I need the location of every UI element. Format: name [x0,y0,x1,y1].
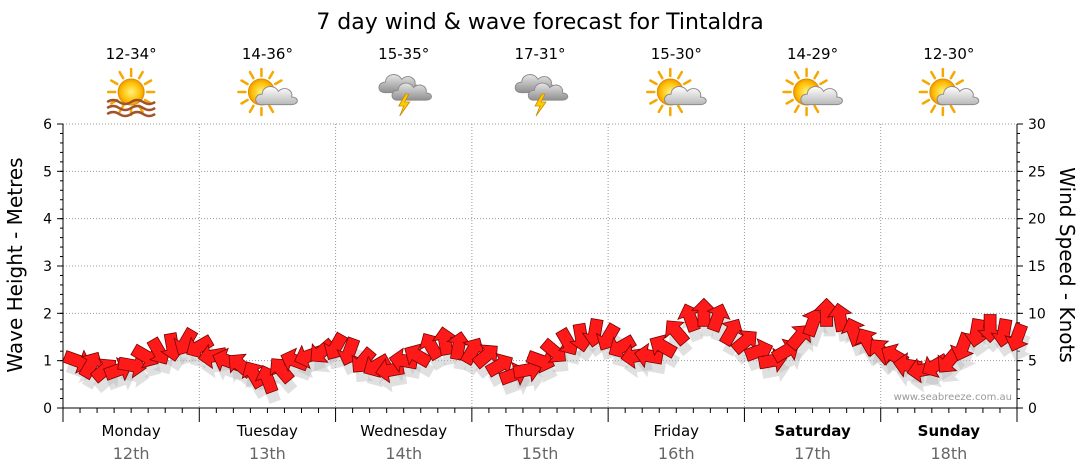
day-temperature: 15-35° [378,45,429,63]
day-date-label: 18th [930,444,967,463]
wind-arrow [130,343,159,369]
day-date-label: 16th [658,444,695,463]
left-tick-label: 0 [43,401,52,417]
wind-arrow [665,320,691,347]
wind-arrow [608,334,637,359]
right-axis-title: Wind Speed - Knots [1055,167,1079,363]
day-temperature: 14-29° [787,45,838,63]
wind-arrow [269,358,295,385]
wind-arrow [539,337,566,363]
wind-arrow [525,349,555,374]
day-name-label: Tuesday [236,422,298,440]
day-temperature: 14-36° [242,45,293,63]
sun-haze-icon [106,67,156,118]
left-tick-label: 2 [43,306,52,322]
day-date-label: 14th [385,444,422,463]
storm-cloud-icon [514,74,569,117]
wind-arrow [730,330,757,356]
wind-arrow [484,352,513,378]
wind-arrow [813,297,840,327]
wind-arrow [949,331,975,362]
left-tick-label: 5 [43,164,52,180]
day-name-label: Sunday [918,422,981,440]
right-tick-label: 0 [1028,401,1037,417]
left-axis: 0 1 2 3 4 5 6 [43,117,64,417]
right-axis: 0 5 10 15 20 25 30 [1016,117,1046,417]
weather-icon-row [106,67,980,118]
day-temperature: 17-31° [514,45,565,63]
day-date-label: 12th [113,444,150,463]
sun-cloud-icon [646,67,707,117]
left-tick-label: 1 [43,354,52,370]
temperature-row: 12-34° 14-36° 15-35° 17-31° 15-30° 14-29° 12-3… [106,45,975,63]
wind-arrow [718,318,744,348]
day-date-label: 15th [522,444,559,463]
day-temperature: 15-30° [651,45,702,63]
day-date-label: 13th [249,444,286,463]
wind-arrow-series [62,297,1029,395]
day-name-label: Thursday [504,422,575,440]
wind-arrow [117,353,147,379]
left-axis-title: Wave Height - Metres [3,157,27,372]
wind-arrow [186,334,215,359]
bottom-axis: Monday 12th Tuesday 13th Wednesday 14th Thursd… [62,407,1018,463]
sun-cloud-icon [237,67,298,117]
chart-title: 7 day wind & wave forecast for Tintaldra [316,10,763,35]
day-temperature: 12-30° [923,45,974,63]
sun-cloud-icon [918,67,980,117]
left-tick-label: 4 [43,212,52,228]
day-temperature: 12-34° [106,45,157,63]
day-name-label: Friday [654,422,700,440]
storm-cloud-icon [378,74,432,117]
left-tick-label: 3 [43,259,52,275]
wind-arrow [649,333,678,359]
wind-arrow [706,303,731,333]
day-name-label: Wednesday [360,422,447,440]
right-tick-label: 10 [1028,306,1046,322]
day-date-label: 17th [794,444,831,463]
right-tick-label: 5 [1028,354,1037,370]
credit-text: www.seabreeze.com.au [894,392,1012,403]
right-tick-label: 15 [1028,259,1046,275]
chart-grid [63,123,1017,408]
right-tick-label: 20 [1028,212,1046,228]
day-name-label: Monday [102,422,161,440]
wind-arrow [310,337,337,363]
left-tick-label: 6 [43,117,52,133]
wind-arrow [963,317,989,348]
right-tick-label: 30 [1028,117,1046,133]
right-tick-label: 25 [1028,164,1046,180]
wind-arrow [1004,322,1029,352]
day-name-label: Saturday [774,422,851,440]
sun-cloud-icon [782,67,843,117]
